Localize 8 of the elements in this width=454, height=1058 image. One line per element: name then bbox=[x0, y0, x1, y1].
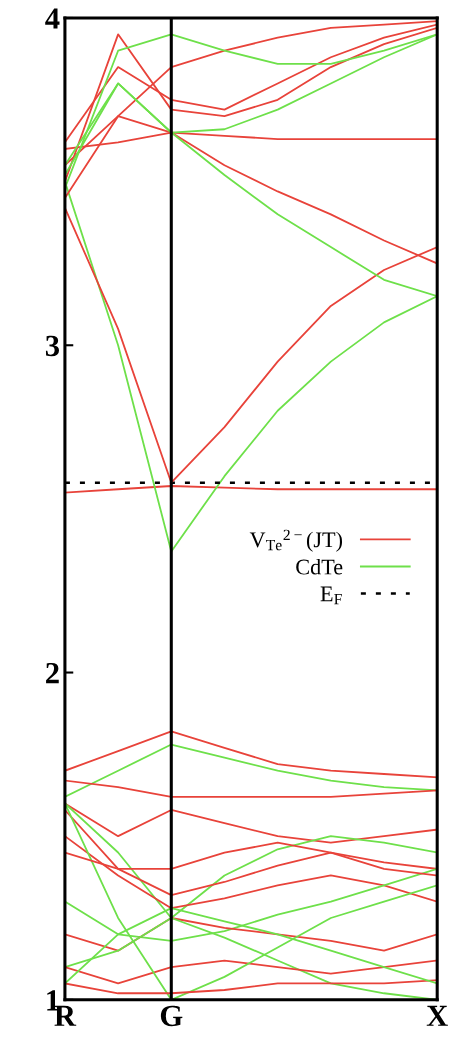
legend-label: V$_{Te}$$^{2−}$(JT) bbox=[249, 529, 343, 552]
y-tick-label: 3 bbox=[45, 335, 60, 357]
x-tick-label: G bbox=[160, 1005, 183, 1027]
legend-label: CdTe bbox=[296, 558, 343, 575]
x-tick-label: X bbox=[426, 1005, 448, 1026]
y-tick-label: 2 bbox=[46, 662, 59, 684]
legend-label: E$_{F}$ bbox=[320, 586, 342, 605]
y-tick-label: 4 bbox=[45, 8, 60, 29]
